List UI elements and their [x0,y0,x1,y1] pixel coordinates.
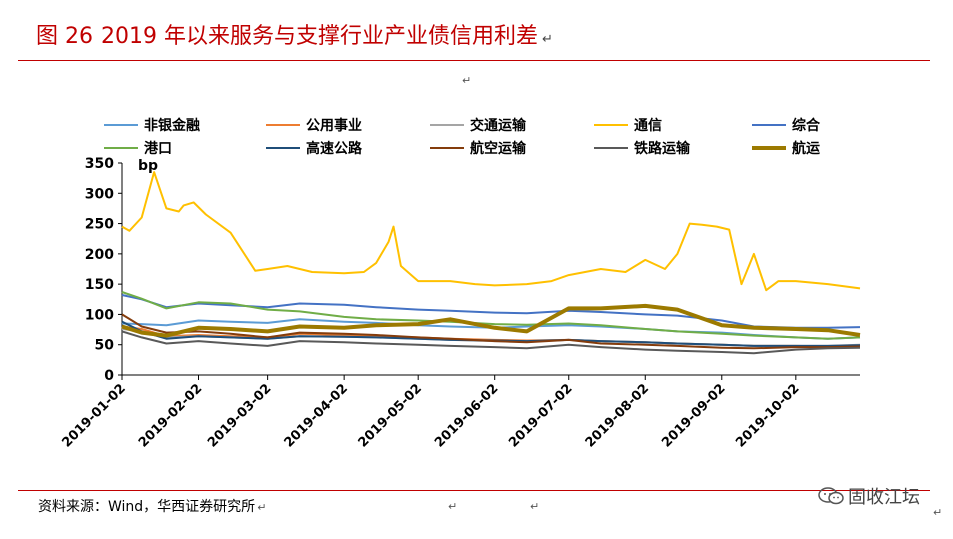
paragraph-mark-icon: ↵ [541,32,553,47]
wechat-icon [818,487,844,505]
series-line [121,291,861,340]
x-tick-label: 2019-10-02 [733,381,802,450]
y-tick-label: 300 [85,186,114,202]
legend-label: 公用事业 [306,117,362,134]
series-line [121,294,861,329]
y-tick-label: 200 [85,247,114,263]
watermark-label: 固收江坛 [848,487,920,508]
x-tick-label: 2019-06-02 [432,381,501,450]
y-unit-label: bp [138,158,158,174]
paragraph-mark-icon: ↵ [530,500,540,513]
x-tick-label: 2019-07-02 [506,381,575,450]
title-rule [18,60,930,61]
legend-label: 综合 [792,117,821,134]
legend-label: 港口 [144,140,172,157]
source-rule [18,490,930,491]
paragraph-mark-icon: ↵ [448,500,458,513]
x-tick-label: 2019-03-02 [205,381,274,450]
source-note: 资料来源：Wind，华西证券研究所 ↵ [38,496,266,516]
y-tick-label: 150 [85,277,114,293]
legend-label: 通信 [634,117,662,134]
legend-label: 高速公路 [306,140,363,157]
y-tick-label: 350 [85,156,114,172]
x-tick-label: 2019-02-02 [136,381,205,450]
legend-label: 航运 [792,140,820,157]
x-tick-label: 2019-05-02 [356,381,425,450]
series-line [121,313,861,350]
source-text: 资料来源：Wind，华西证券研究所 [38,499,256,515]
series-line [121,171,861,292]
series-line [121,330,861,355]
legend-label: 铁路运输 [634,140,691,157]
legend-label: 非银金融 [144,117,200,134]
y-tick-label: 50 [95,338,115,354]
x-tick-label: 2019-04-02 [282,381,351,450]
x-tick-label: 2019-01-02 [59,381,128,450]
series-line [121,303,861,338]
y-tick-label: 250 [85,217,114,233]
x-tick-label: 2019-09-02 [659,381,728,450]
figure-number: 图 26 [36,24,93,49]
y-tick-label: 0 [104,368,114,384]
x-tick-label: 2019-08-02 [583,381,652,450]
paragraph-mark-icon: ↵ [933,506,943,519]
figure-title-text: 2019 年以来服务与支撑行业产业债信用利差 [101,24,538,49]
paragraph-mark-icon: ↵ [257,501,267,514]
y-tick-label: 100 [85,307,114,323]
paragraph-mark-icon: ↵ [462,74,472,87]
legend-label: 交通运输 [470,117,527,134]
watermark: 固收江坛 [818,483,920,509]
figure-title: 图 26 2019 年以来服务与支撑行业产业债信用利差 ↵ [36,18,553,50]
legend-label: 航空运输 [470,140,527,157]
line-chart: 0 50 100 150 200 250 300 350 bp 2019-01-02 2019-02… [59,117,861,451]
